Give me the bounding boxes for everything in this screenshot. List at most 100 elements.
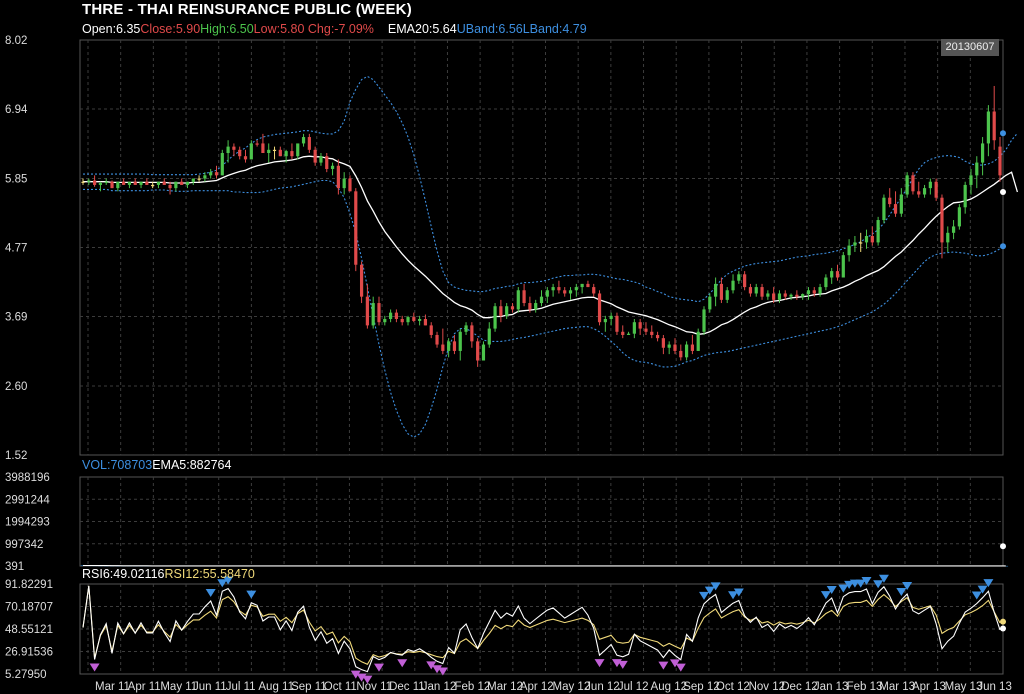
sell-signal-marker [861, 577, 872, 586]
candle-body [597, 293, 602, 323]
candle-body [423, 319, 428, 326]
candle-body [232, 146, 236, 150]
candle-body [296, 143, 300, 157]
candle-body [853, 242, 857, 246]
sell-signal-marker [878, 574, 889, 583]
candle-body [679, 350, 683, 358]
candle-body [272, 149, 277, 152]
candle-body [690, 344, 694, 351]
candle-body [841, 255, 845, 278]
buy-signal-marker [437, 667, 448, 676]
price-end-marker [1000, 130, 1006, 137]
candle-body [261, 143, 265, 154]
candle-body [441, 344, 445, 351]
volume-y-tick-label: 391 [5, 561, 24, 573]
price-y-tick-label: 6.94 [5, 104, 28, 116]
candle-body [882, 197, 886, 221]
x-tick-label: Sep 11 [291, 681, 327, 693]
candle-body [336, 165, 340, 189]
candle-body [609, 315, 613, 320]
x-tick-label: Oct 12 [716, 681, 750, 693]
candle-body [151, 184, 155, 187]
candle-body [81, 181, 85, 183]
candle-body [951, 226, 956, 233]
candle-body [789, 294, 793, 297]
candle-body [348, 178, 352, 192]
lband-value: LBand:4.79 [522, 22, 587, 36]
candle-body [98, 183, 103, 185]
candle-body [888, 197, 892, 205]
x-tick-label: Jun 13 [977, 681, 1012, 693]
candle-body [946, 232, 950, 243]
candle-body [655, 334, 660, 339]
x-tick-label: Jul 12 [618, 681, 649, 693]
x-tick-label: Dec 11 [389, 681, 425, 693]
candle-body [644, 328, 648, 332]
x-tick-label: Jun 11 [193, 681, 227, 693]
candle-body [650, 331, 654, 335]
candle-body [586, 283, 590, 288]
candle-body [342, 178, 346, 189]
candle-body [412, 317, 416, 321]
candle-body [447, 341, 451, 351]
candle-body [197, 178, 201, 180]
rsi-legend: RSI6:49.02116RSI12:55.58470 [82, 567, 255, 581]
buy-signal-marker [373, 663, 384, 672]
candle-body [574, 287, 578, 291]
candle-body [824, 277, 828, 288]
candle-body [986, 111, 990, 144]
candle-body [661, 338, 665, 348]
candle-body [499, 306, 503, 316]
sell-signal-marker [710, 582, 721, 591]
price-y-tick-label: 3.69 [5, 311, 27, 323]
price-y-tick-label: 5.85 [5, 174, 27, 186]
candle-body [539, 296, 544, 304]
candle-body [992, 111, 996, 141]
sell-signal-marker [838, 584, 849, 593]
price-y-tick-label: 2.60 [5, 381, 27, 393]
candle-body [528, 303, 532, 310]
candle-body [104, 181, 108, 184]
candle-body [243, 156, 248, 160]
candle-body [180, 181, 184, 185]
rsi-y-tick-label: 5.27950 [5, 669, 47, 681]
candle-body [847, 245, 851, 256]
price-legend: Open:6.35Close:5.90High:6.50Low:5.80 Chg… [82, 22, 587, 36]
rsi-y-tick-label: 70.18707 [5, 602, 53, 614]
sell-signal-marker [217, 579, 228, 588]
candle-body [400, 319, 404, 323]
candle-body [377, 303, 381, 323]
candle-body [917, 191, 921, 195]
uband-value: UBand:6.56 [456, 22, 523, 36]
candle-body [545, 290, 549, 297]
candle-body [760, 287, 764, 297]
candle-body [957, 207, 961, 227]
candle-body [766, 293, 770, 297]
candle-body [940, 197, 944, 243]
candle-body [325, 156, 329, 169]
sell-signal-marker [246, 590, 257, 599]
candle-body [458, 331, 462, 351]
x-tick-label: Apr 11 [128, 681, 161, 693]
candle-body [893, 204, 898, 214]
candle-body [928, 181, 932, 189]
candle-body [568, 290, 573, 294]
candle-body [209, 172, 213, 176]
candle-body [116, 181, 120, 189]
sell-signal-marker [902, 581, 913, 590]
candle-body [731, 280, 735, 291]
candle-body [969, 175, 973, 185]
lower-band-line [83, 179, 1007, 438]
x-tick-label: May 13 [945, 681, 983, 693]
candle-body [980, 143, 985, 163]
candle-body [307, 137, 311, 150]
candle-body [481, 344, 486, 361]
candle-body [383, 319, 387, 323]
rsi-y-tick-label: 91.82291 [5, 579, 53, 591]
candle-body [719, 283, 724, 300]
buy-signal-marker [426, 661, 437, 670]
x-tick-label: May 12 [553, 681, 591, 693]
candle-body [621, 331, 625, 335]
sell-signal-marker [704, 586, 715, 595]
